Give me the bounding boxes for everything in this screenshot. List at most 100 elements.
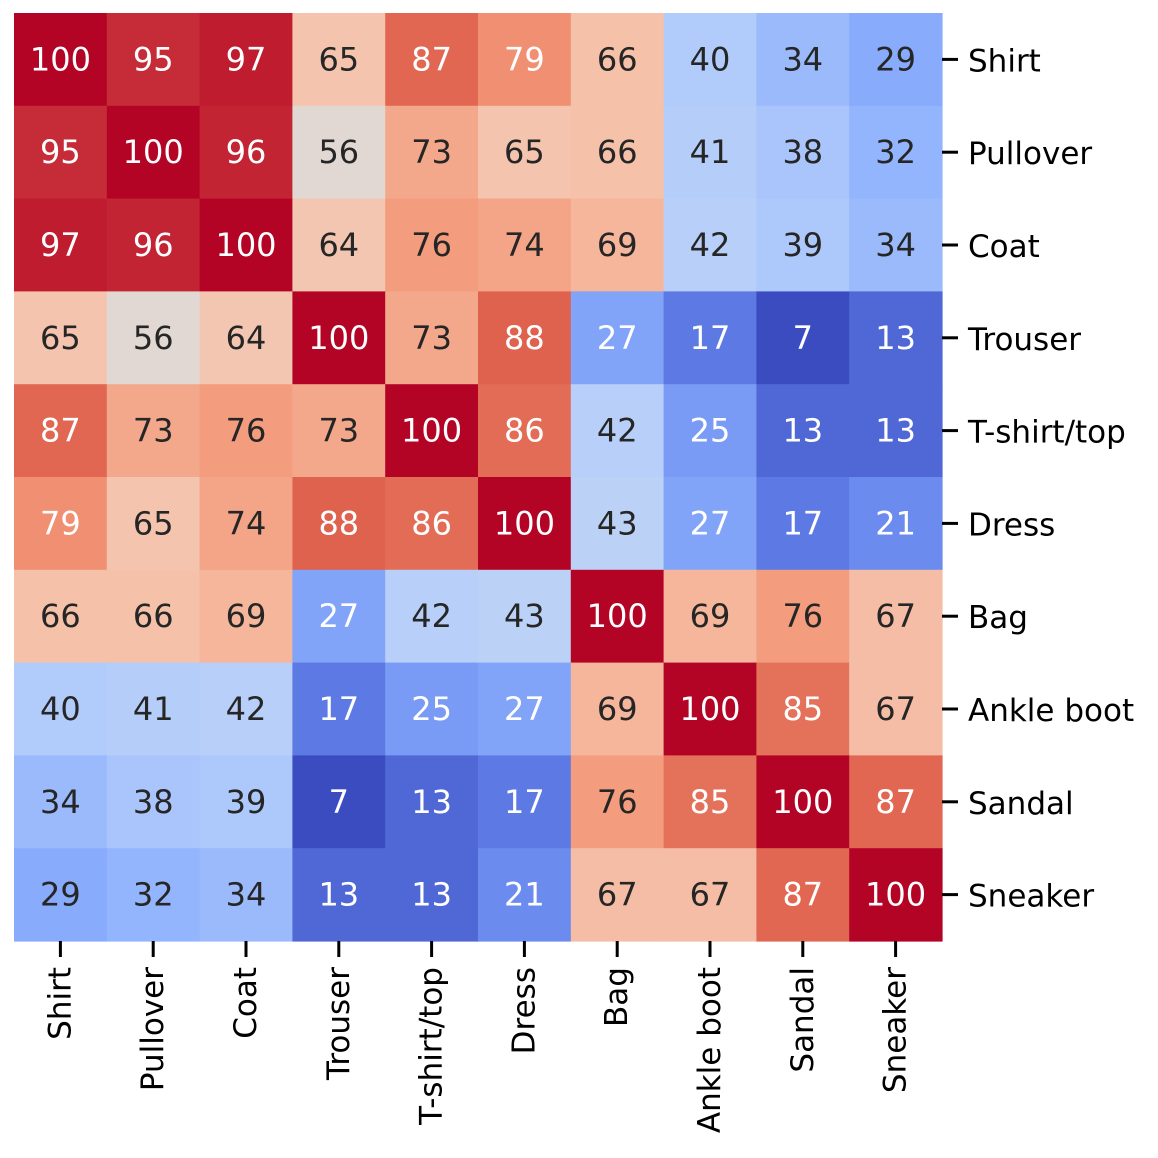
x-tick-label: Sandal <box>785 967 821 1073</box>
x-tick-label: Coat <box>228 967 264 1039</box>
heatmap-cell <box>570 848 665 942</box>
cell-value-label: 34 <box>782 40 823 78</box>
heatmap-cell <box>199 13 293 107</box>
heatmap-cell <box>385 198 479 292</box>
heatmap-cell <box>199 198 293 292</box>
heatmap-cell <box>385 662 479 756</box>
heatmap-cell <box>292 662 386 756</box>
cell-value-label: 79 <box>40 504 81 542</box>
heatmap-cell <box>199 105 293 200</box>
y-tick-label: Sneaker <box>968 879 1094 915</box>
cell-value-label: 34 <box>40 783 81 821</box>
cell-value-label: 17 <box>318 690 359 728</box>
cell-value-label: 100 <box>679 690 740 728</box>
heatmap-cell <box>385 569 479 664</box>
heatmap-cell <box>663 477 757 571</box>
x-tick-label: Pullover <box>135 967 171 1091</box>
cell-value-label: 38 <box>133 783 174 821</box>
cell-value-label: 39 <box>226 783 267 821</box>
cell-value-label: 73 <box>318 412 359 450</box>
heatmap-cell <box>849 384 943 478</box>
y-tick-label: Coat <box>968 229 1040 265</box>
heatmap-cell <box>849 13 943 107</box>
heatmap-cell <box>570 662 665 756</box>
cell-value-label: 97 <box>226 40 267 78</box>
x-tick-label: T-shirt/top <box>414 967 450 1126</box>
cell-value-label: 69 <box>597 226 638 264</box>
cell-value-label: 34 <box>226 876 267 914</box>
heatmap-cell <box>570 755 665 849</box>
heatmap-cell <box>849 755 943 849</box>
cell-value-label: 66 <box>40 597 81 635</box>
heatmap-cell <box>14 105 108 200</box>
y-tick-label: T-shirt/top <box>967 415 1126 451</box>
heatmap-cell <box>663 662 757 756</box>
heatmap-cell <box>478 291 572 385</box>
cell-value-label: 86 <box>504 412 545 450</box>
heatmap-cell <box>570 13 665 107</box>
heatmap-cell <box>199 662 293 756</box>
heatmap-cell <box>756 477 850 571</box>
heatmap-cell <box>478 105 572 200</box>
heatmap-cell <box>385 291 479 385</box>
cell-value-label: 88 <box>318 504 359 542</box>
cell-value-label: 17 <box>782 504 823 542</box>
cell-value-label: 17 <box>504 783 545 821</box>
heatmap-cell <box>570 291 665 385</box>
cell-value-label: 100 <box>30 40 91 78</box>
cell-value-label: 13 <box>411 876 452 914</box>
cell-value-label: 74 <box>226 504 267 542</box>
heatmap-cell <box>663 291 757 385</box>
cell-value-label: 42 <box>226 690 267 728</box>
heatmap-cell <box>106 13 201 107</box>
cell-value-label: 34 <box>875 226 916 264</box>
cell-value-label: 67 <box>875 690 916 728</box>
cell-value-label: 7 <box>329 783 349 821</box>
cell-value-label: 56 <box>133 319 174 357</box>
cell-value-label: 74 <box>504 226 545 264</box>
cell-value-label: 76 <box>411 226 452 264</box>
cell-value-label: 21 <box>504 876 545 914</box>
heatmap-cell <box>106 755 201 849</box>
cell-value-label: 85 <box>690 783 731 821</box>
cell-value-label: 40 <box>690 40 731 78</box>
cell-value-label: 41 <box>690 133 731 171</box>
heatmap-annotations: 100 95 97 65 87 79 66 40 34 29 95 100 96 56 73 65 66 41 38… <box>30 40 926 913</box>
heatmap-cell <box>663 848 757 942</box>
x-tick-label: Ankle boot <box>692 967 728 1133</box>
cell-value-label: 96 <box>133 226 174 264</box>
heatmap-cell <box>849 662 943 756</box>
heatmap-cell <box>106 477 201 571</box>
cell-value-label: 65 <box>133 504 174 542</box>
y-tick-label: Dress <box>968 507 1055 543</box>
heatmap-cell <box>756 662 850 756</box>
heatmap-cell <box>292 198 386 292</box>
heatmap-cell <box>14 848 108 942</box>
heatmap-cell <box>14 198 108 292</box>
heatmap-cell <box>292 13 386 107</box>
heatmap-cell <box>663 755 757 849</box>
cell-value-label: 27 <box>597 319 638 357</box>
heatmap-cell <box>14 13 108 107</box>
heatmap-cell <box>570 384 665 478</box>
heatmap-cell <box>478 198 572 292</box>
cell-value-label: 96 <box>226 133 267 171</box>
cell-value-label: 100 <box>308 319 369 357</box>
heatmap-cell <box>106 198 201 292</box>
cell-value-label: 40 <box>40 690 81 728</box>
heatmap-cell <box>14 569 108 664</box>
cell-value-label: 87 <box>875 783 916 821</box>
heatmap-cell <box>756 569 850 664</box>
heatmap-cell <box>385 13 479 107</box>
cell-value-label: 43 <box>504 597 545 635</box>
cell-value-label: 69 <box>226 597 267 635</box>
cell-value-label: 21 <box>875 504 916 542</box>
heatmap-cell <box>478 662 572 756</box>
cell-value-label: 76 <box>597 783 638 821</box>
heatmap-cell <box>478 13 572 107</box>
heatmap-cell <box>106 384 201 478</box>
cell-value-label: 27 <box>504 690 545 728</box>
heatmap-cell <box>756 384 850 478</box>
heatmap-cell <box>292 848 386 942</box>
